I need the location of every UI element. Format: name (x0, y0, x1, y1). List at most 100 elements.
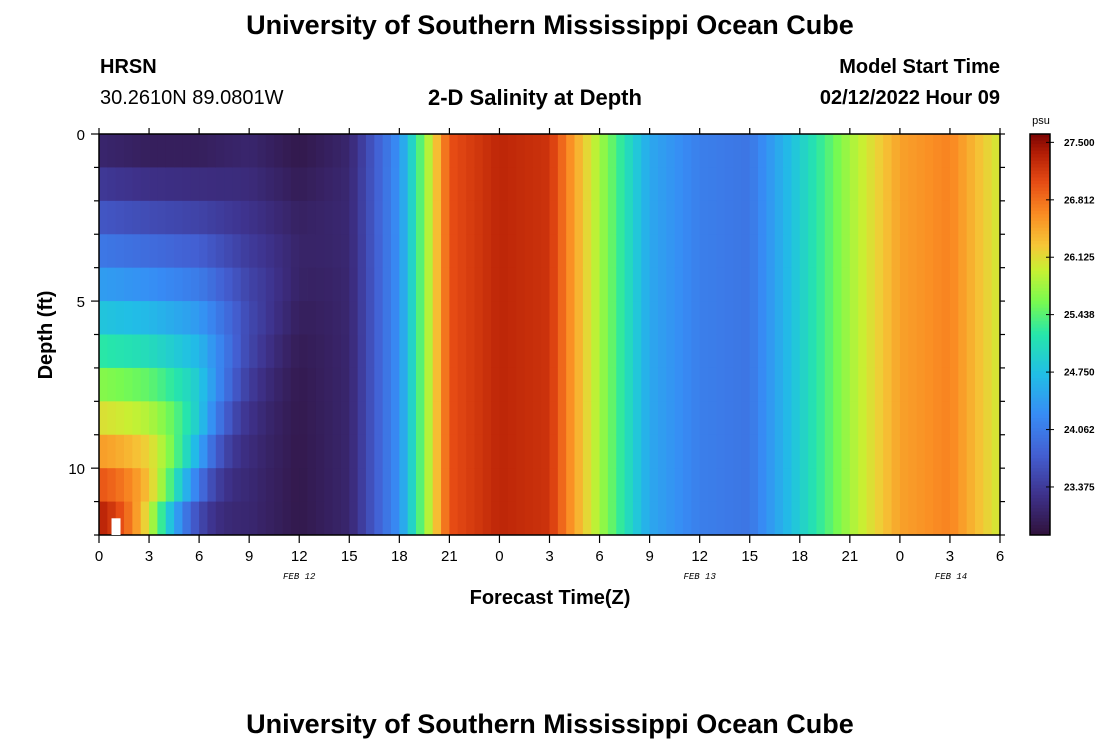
heatmap-cell (232, 200, 242, 235)
colorbar-band (1030, 307, 1050, 312)
heatmap-cell (849, 501, 859, 536)
heatmap-cell (265, 468, 275, 502)
heatmap-cell (991, 401, 1001, 436)
heatmap-cell (866, 367, 876, 402)
heatmap-cell (858, 367, 867, 402)
heatmap-cell (649, 334, 659, 369)
heatmap-cell (457, 501, 467, 536)
heatmap-cell (824, 434, 834, 469)
heatmap-cell (249, 167, 258, 202)
heatmap-cell (157, 200, 167, 235)
heatmap-cell (432, 267, 442, 302)
heatmap-cell (466, 267, 475, 302)
heatmap-cell (182, 167, 192, 202)
heatmap-cell (424, 501, 434, 536)
heatmap-cell (716, 301, 726, 335)
heatmap-cell (749, 267, 759, 302)
heatmap-cell (382, 134, 392, 168)
heatmap-cell (215, 468, 225, 502)
colorbar-band (1030, 174, 1050, 178)
heatmap-cell (891, 301, 901, 335)
heatmap-cell (632, 434, 642, 469)
heatmap-cell (307, 267, 317, 302)
heatmap-cell (240, 234, 250, 269)
heatmap-cell (841, 501, 851, 536)
colorbar-band (1030, 224, 1050, 229)
heatmap-cell (482, 234, 492, 269)
colorbar-tick-label: 24.750 (1064, 368, 1095, 379)
heatmap-cell (582, 367, 592, 402)
heatmap-cell (783, 468, 792, 502)
heatmap-cell (474, 334, 484, 369)
heatmap-cell (124, 334, 133, 369)
colorbar-band (1030, 311, 1050, 315)
heatmap-cell (657, 367, 667, 402)
heatmap-cell (207, 134, 217, 168)
x-tick-label: 21 (441, 548, 458, 565)
heatmap-cell (424, 167, 434, 202)
heatmap-cell (324, 267, 333, 302)
heatmap-cell (282, 468, 292, 502)
heatmap-cell (874, 468, 884, 502)
heatmap-cell (174, 200, 183, 235)
heatmap-cell (716, 401, 726, 436)
heatmap-cell (257, 401, 267, 436)
heatmap-cell (933, 134, 942, 168)
heatmap-cell (249, 434, 258, 469)
heatmap-cell (290, 267, 300, 302)
heatmap-cell (783, 167, 792, 202)
heatmap-cell (858, 501, 867, 536)
heatmap-cell (766, 200, 776, 235)
heatmap-cell (974, 234, 984, 269)
heatmap-cell (724, 468, 734, 502)
heatmap-cell (532, 167, 542, 202)
heatmap-cell (516, 468, 525, 502)
heatmap-cell (657, 334, 667, 369)
heatmap-cell (374, 334, 384, 369)
heatmap-cell (115, 334, 125, 369)
heatmap-cell (382, 501, 392, 536)
heatmap-cell (190, 501, 200, 536)
heatmap-cell (766, 134, 776, 168)
heatmap-cell (783, 401, 792, 436)
heatmap-cell (649, 501, 659, 536)
heatmap-cell (758, 334, 767, 369)
heatmap-cell (899, 468, 909, 502)
colorbar-band (1030, 451, 1050, 456)
heatmap-cell (457, 367, 467, 402)
heatmap-cell (399, 301, 409, 335)
heatmap-cell (315, 134, 325, 168)
heatmap-cell (883, 367, 892, 402)
heatmap-cell (632, 234, 642, 269)
heatmap-cell (407, 501, 417, 536)
heatmap-cell (491, 334, 500, 369)
heatmap-cell (774, 267, 784, 302)
heatmap-cell (674, 134, 684, 168)
heatmap-cell (916, 234, 926, 269)
colorbar-band (1030, 314, 1050, 319)
heatmap-cell (974, 200, 984, 235)
colorbar-band (1030, 147, 1050, 152)
heatmap-cell (257, 334, 267, 369)
colorbar-band (1030, 441, 1050, 446)
heatmap-cell (566, 501, 575, 536)
heatmap-cell (566, 200, 575, 235)
colorbar-band (1030, 284, 1050, 289)
colorbar-band (1030, 164, 1050, 168)
heatmap-cell (449, 334, 459, 369)
heatmap-cell (966, 367, 976, 402)
heatmap-cell (741, 301, 751, 335)
heatmap-cell (541, 367, 550, 402)
heatmap-cell (365, 167, 375, 202)
heatmap-cell (390, 334, 400, 369)
heatmap-cell (374, 434, 384, 469)
colorbar-band (1030, 474, 1050, 479)
colorbar-band (1030, 264, 1050, 269)
heatmap-cell (215, 134, 225, 168)
x-axis-title: Forecast Time(Z) (470, 587, 631, 609)
heatmap-cell (824, 401, 834, 436)
heatmap-cell (349, 267, 359, 302)
heatmap-cell (474, 167, 484, 202)
heatmap-cell (674, 434, 684, 469)
heatmap-cell (282, 234, 292, 269)
